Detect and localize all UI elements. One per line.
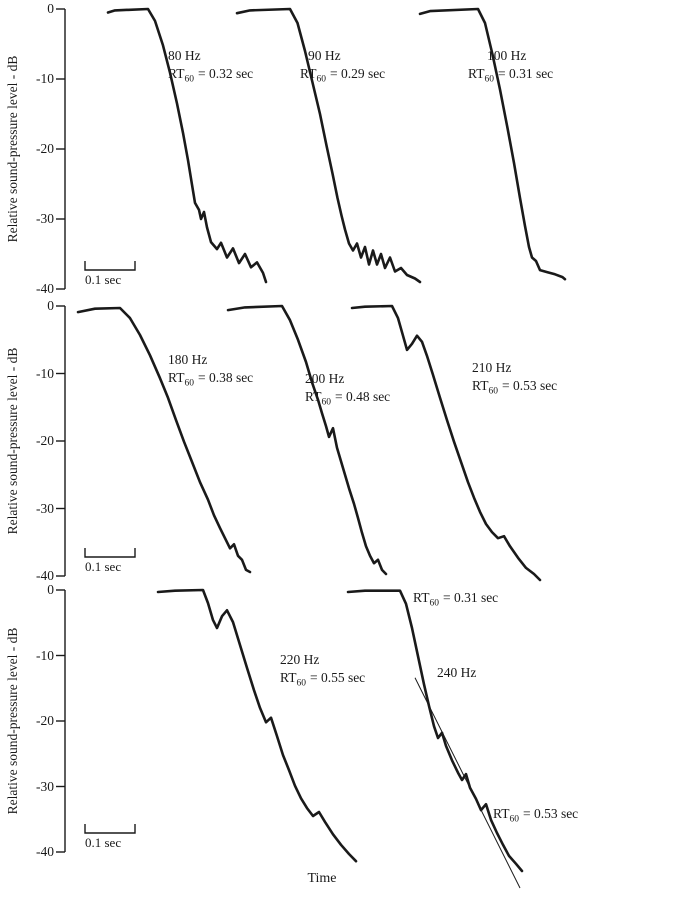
rt60-prefix: RT bbox=[300, 66, 317, 81]
decay-curve-100hz bbox=[418, 7, 567, 281]
scale-bar-label: 0.1 sec bbox=[85, 559, 122, 574]
rt60-fit-line bbox=[414, 677, 521, 889]
decay-curve-210hz bbox=[350, 304, 542, 582]
rt60-subscript: 60 bbox=[488, 386, 498, 397]
y-axis-title: Relative sound-pressure level - dB bbox=[5, 347, 20, 535]
rt60-label: RT60 = 0.29 sec bbox=[300, 66, 385, 88]
rt60-subscript: 60 bbox=[429, 598, 439, 609]
freq-label: 240 Hz bbox=[437, 665, 476, 681]
time-scale-bar bbox=[84, 824, 136, 834]
rt60-label: RT60 = 0.55 sec bbox=[280, 670, 365, 692]
rt60-value: = 0.53 sec bbox=[522, 806, 579, 821]
rt60-label: RT60 = 0.48 sec bbox=[305, 389, 390, 411]
x-axis-title: Time bbox=[307, 871, 337, 886]
y-tick-label: -20 bbox=[36, 713, 54, 728]
decay-curve-240hz bbox=[346, 589, 524, 873]
y-axis-title: Relative sound-pressure level - dB bbox=[5, 55, 20, 243]
y-tick-label: -40 bbox=[36, 568, 54, 583]
y-tick-label: -30 bbox=[36, 211, 54, 226]
decay-curve-220hz bbox=[156, 588, 358, 863]
y-tick-label: -20 bbox=[36, 141, 54, 156]
rt60-prefix: RT bbox=[168, 370, 185, 385]
rt60-label: RT60 = 0.38 sec bbox=[168, 370, 253, 392]
y-tick-label: -20 bbox=[36, 433, 54, 448]
y-axis-title: Relative sound-pressure level - dB bbox=[5, 627, 20, 815]
time-scale-bar bbox=[84, 548, 136, 558]
y-tick-label: -30 bbox=[36, 778, 54, 794]
rt60-label: RT60 = 0.53 sec bbox=[493, 806, 578, 828]
freq-label-text: 80 Hz bbox=[168, 48, 201, 63]
time-scale-bar bbox=[84, 261, 136, 271]
rt60-prefix: RT bbox=[168, 66, 185, 81]
rt60-prefix: RT bbox=[468, 66, 485, 81]
decay-curve-90hz bbox=[235, 7, 422, 284]
rt60-prefix: RT bbox=[472, 378, 489, 393]
y-tick-label: -10 bbox=[36, 647, 54, 663]
rt60-prefix: RT bbox=[280, 670, 297, 685]
freq-label: 220 Hz bbox=[280, 652, 319, 668]
rt60-label: RT60 = 0.32 sec bbox=[168, 66, 253, 88]
y-tick-label: -10 bbox=[36, 71, 54, 86]
rt60-subscript: 60 bbox=[296, 678, 306, 689]
rt60-subscript: 60 bbox=[484, 74, 494, 85]
freq-label: 210 Hz bbox=[472, 360, 511, 376]
y-tick-label: -40 bbox=[36, 281, 54, 296]
rt60-label: RT60 = 0.31 sec bbox=[413, 590, 498, 612]
rt60-value: = 0.29 sec bbox=[329, 66, 386, 81]
freq-label-text: 240 Hz bbox=[437, 665, 477, 680]
y-tick-label: -10 bbox=[36, 365, 54, 381]
scale-bar-label: 0.1 sec bbox=[85, 835, 122, 850]
freq-label: 200 Hz bbox=[305, 371, 344, 387]
rt60-value: = 0.31 sec bbox=[442, 590, 499, 605]
freq-label-text: 100 Hz bbox=[487, 48, 527, 63]
freq-label-text: 180 Hz bbox=[168, 352, 208, 367]
rt60-value: = 0.48 sec bbox=[334, 389, 391, 404]
freq-label-text: 220 Hz bbox=[280, 652, 320, 667]
freq-label-text: 210 Hz bbox=[472, 360, 512, 375]
rt60-value: = 0.53 sec bbox=[501, 378, 558, 393]
rt60-value: = 0.55 sec bbox=[309, 670, 366, 685]
freq-label: 180 Hz bbox=[168, 352, 207, 368]
freq-label-text: 200 Hz bbox=[305, 371, 345, 386]
rt60-label: RT60 = 0.53 sec bbox=[472, 378, 557, 400]
rt60-subscript: 60 bbox=[184, 378, 194, 389]
rt60-subscript: 60 bbox=[509, 814, 519, 825]
y-tick-label: 0 bbox=[47, 582, 54, 597]
scale-bar-label: 0.1 sec bbox=[85, 272, 122, 287]
y-tick-label: 0 bbox=[47, 1, 54, 16]
freq-label: 90 Hz bbox=[308, 48, 341, 64]
decay-curve-200hz bbox=[226, 304, 388, 576]
y-tick-label: 0 bbox=[47, 298, 54, 313]
rt60-value: = 0.32 sec bbox=[197, 66, 254, 81]
decay-curve-80hz bbox=[106, 7, 268, 284]
decay-curve-180hz bbox=[76, 306, 252, 574]
rt60-subscript: 60 bbox=[321, 397, 331, 408]
rt60-subscript: 60 bbox=[184, 74, 194, 85]
freq-label-text: 90 Hz bbox=[308, 48, 341, 63]
rt60-value: = 0.38 sec bbox=[197, 370, 254, 385]
rt60-subscript: 60 bbox=[316, 74, 326, 85]
rt60-value: = 0.31 sec bbox=[497, 66, 554, 81]
rt60-prefix: RT bbox=[493, 806, 510, 821]
y-tick-label: -30 bbox=[36, 500, 54, 516]
rt60-label: RT60 = 0.31 sec bbox=[468, 66, 553, 88]
freq-label: 80 Hz bbox=[168, 48, 201, 64]
rt60-prefix: RT bbox=[413, 590, 430, 605]
rt60-prefix: RT bbox=[305, 389, 322, 404]
y-tick-label: -40 bbox=[36, 844, 54, 859]
freq-label: 100 Hz bbox=[487, 48, 526, 64]
